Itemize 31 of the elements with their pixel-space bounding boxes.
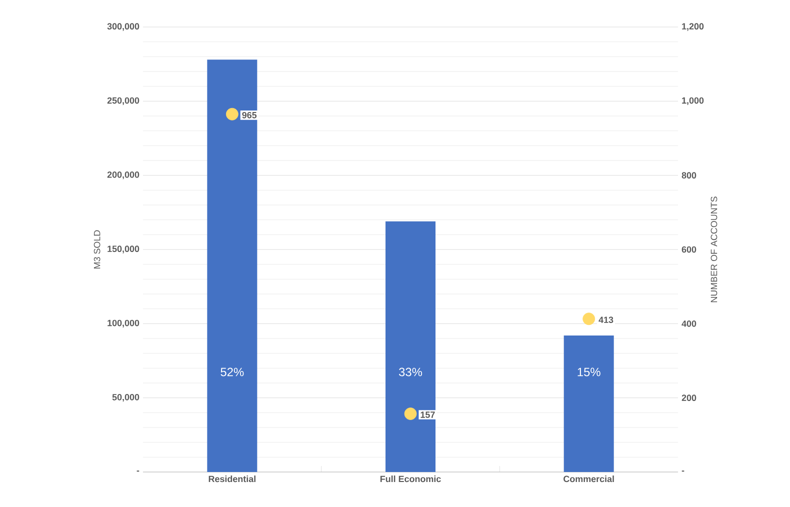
data-label: 965: [242, 112, 257, 118]
y-tick-label: 50,000: [112, 394, 140, 402]
y2-tick-label: 1,200: [682, 23, 704, 31]
bar: [207, 60, 258, 472]
y2-tick-label: 400: [682, 320, 696, 327]
bar: [564, 336, 614, 472]
y2-tick-label: -: [682, 470, 684, 472]
y-axis-title: M3 SOLD: [94, 230, 100, 268]
annotation: 15%: [578, 368, 600, 376]
y-tick-label: 100,000: [108, 320, 140, 328]
y2-tick-label: 600: [682, 246, 696, 253]
y2-axis-title: NUMBER OF ACCOUNTS: [710, 196, 718, 302]
y-tick-label: 150,000: [108, 246, 140, 254]
data-label: 157: [420, 412, 435, 418]
data-label: 413: [598, 316, 614, 324]
y-tick-label: 200,000: [107, 172, 140, 180]
y-tick-label: -: [136, 470, 140, 472]
point: [404, 408, 417, 420]
y2-tick-label: 1,000: [682, 97, 704, 105]
x-tick-label: Residential: [208, 476, 256, 482]
x-tick-label: Full Economic: [380, 476, 441, 482]
y2-tick-label: 200: [682, 394, 696, 402]
y2-tick-label: 800: [682, 172, 696, 179]
point: [582, 312, 596, 326]
x-tick-label: Commercial: [564, 476, 614, 482]
bar: [386, 221, 436, 472]
annotation: 52%: [220, 368, 244, 376]
y-tick-label: 250,000: [107, 97, 140, 105]
point: [226, 108, 238, 120]
y-tick-label: 300,000: [107, 23, 140, 31]
annotation: 33%: [398, 368, 422, 376]
